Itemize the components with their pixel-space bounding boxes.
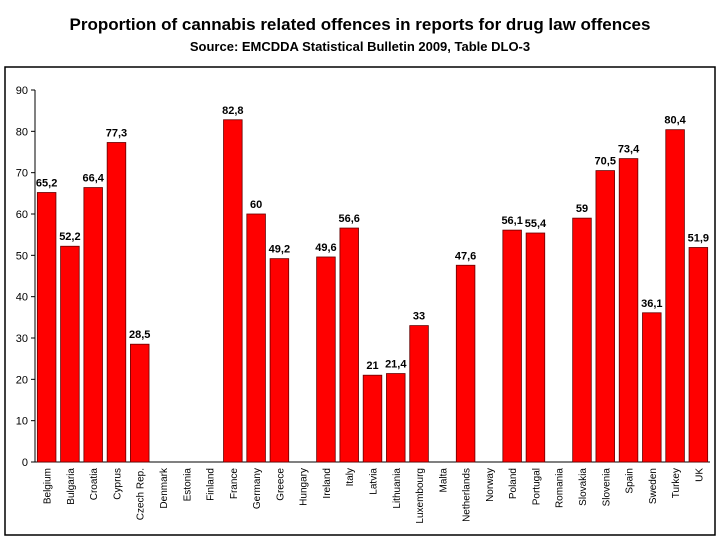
bar [246, 213, 266, 463]
data-label: 70,5 [595, 156, 616, 168]
y-tick-label: 40 [16, 292, 28, 304]
bar [269, 258, 290, 463]
x-tick-label: Malta [438, 468, 449, 493]
x-tick-label: Netherlands [462, 468, 473, 522]
bar [130, 343, 150, 463]
data-label: 21 [366, 360, 378, 372]
y-tick-label: 70 [16, 168, 28, 180]
bar [525, 232, 546, 463]
y-tick-label: 50 [16, 250, 28, 262]
x-tick-label: Germany [252, 468, 263, 509]
x-tick-label: Slovakia [578, 468, 589, 506]
x-tick-label: Spain [625, 468, 636, 494]
y-tick-label: 90 [16, 85, 28, 97]
x-tick-label: Finland [206, 468, 217, 501]
bar [642, 312, 662, 463]
chart-frame [4, 66, 716, 536]
x-tick-label: Ireland [322, 468, 333, 499]
x-tick-label: Turkey [671, 468, 682, 498]
data-label: 56,6 [339, 213, 360, 225]
data-label: 47,6 [455, 250, 476, 262]
data-label: 55,4 [525, 218, 547, 230]
bar [688, 247, 709, 463]
x-tick-label: UK [694, 468, 705, 482]
bar [409, 325, 429, 463]
data-label: 65,2 [36, 178, 57, 190]
data-label: 56,1 [501, 215, 522, 227]
data-label: 33 [413, 311, 425, 323]
bar [572, 217, 592, 463]
data-label: 49,2 [269, 244, 290, 256]
data-label: 59 [576, 203, 588, 215]
data-label: 28,5 [129, 329, 150, 341]
y-tick-label: 10 [16, 416, 28, 428]
x-tick-label: Czech Rep. [136, 468, 147, 520]
bar [362, 374, 383, 463]
y-tick-label: 20 [16, 374, 28, 386]
bar [595, 170, 615, 463]
data-label: 66,4 [82, 173, 104, 185]
bar [618, 158, 639, 463]
bar [502, 229, 522, 463]
data-label: 49,6 [315, 242, 336, 254]
data-label: 21,4 [385, 359, 407, 371]
data-label: 60 [250, 199, 262, 211]
x-tick-label: Romania [555, 468, 566, 508]
x-tick-label: Sweden [648, 468, 659, 504]
data-label: 80,4 [664, 115, 686, 127]
x-tick-label: Croatia [89, 468, 100, 501]
x-tick-label: Belgium [43, 468, 54, 504]
x-tick-label: Lithuania [392, 468, 403, 509]
data-label: 52,2 [59, 231, 80, 243]
y-tick-label: 60 [16, 209, 28, 221]
y-tick-label: 0 [22, 457, 28, 469]
chart-title: Proportion of cannabis related offences … [70, 15, 651, 34]
data-label: 36,1 [641, 298, 662, 310]
x-tick-label: Denmark [159, 467, 170, 509]
data-label: 82,8 [222, 105, 243, 117]
x-tick-label: Bulgaria [66, 468, 77, 505]
bar [339, 227, 359, 463]
x-tick-label: Poland [508, 468, 519, 499]
bar [455, 264, 476, 463]
data-label: 73,4 [618, 144, 640, 156]
bar [83, 187, 103, 463]
x-tick-label: Greece [275, 468, 286, 501]
bar [665, 129, 685, 463]
bar [36, 192, 57, 463]
bar [223, 119, 243, 463]
y-tick-label: 80 [16, 126, 28, 138]
x-tick-label: Latvia [369, 468, 380, 495]
x-tick-label: Portugal [531, 468, 542, 505]
x-tick-label: Slovenia [601, 468, 612, 507]
bar [60, 245, 80, 463]
x-tick-label: Estonia [182, 468, 193, 502]
x-tick-label: Hungary [299, 468, 310, 506]
bar [106, 142, 127, 463]
x-tick-label: Luxembourg [415, 468, 426, 524]
x-tick-label: Cyprus [112, 468, 123, 500]
data-label: 51,9 [688, 232, 709, 244]
x-tick-label: Norway [485, 468, 496, 502]
bar [386, 373, 406, 463]
x-tick-label: Italy [345, 468, 356, 486]
chart-subtitle: Source: EMCDDA Statistical Bulletin 2009… [190, 39, 530, 54]
x-tick-label: France [229, 468, 240, 500]
data-label: 77,3 [106, 127, 127, 139]
bar [316, 256, 336, 463]
y-tick-label: 30 [16, 333, 28, 345]
